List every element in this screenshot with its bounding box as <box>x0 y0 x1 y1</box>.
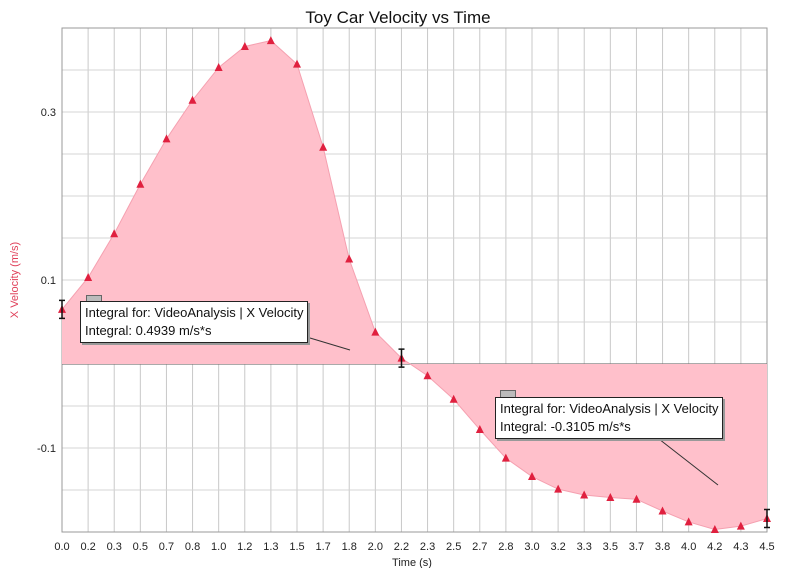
x-tick-label: 2.7 <box>472 541 487 553</box>
y-axis-ticks: -0.1 0.1 0.3 <box>37 107 56 455</box>
data-point <box>345 254 354 263</box>
callout-leader <box>649 431 719 486</box>
series-line <box>61 40 768 530</box>
x-tick-label: 4.5 <box>759 541 774 553</box>
data-point <box>136 179 145 188</box>
data-point <box>371 327 380 336</box>
integral-area <box>62 40 767 530</box>
x-tick-label: 3.8 <box>655 541 670 553</box>
data-point <box>658 506 667 515</box>
x-tick-label: 2.8 <box>498 541 513 553</box>
x-tick-label: 4.2 <box>707 541 722 553</box>
y-tick-label: -0.1 <box>37 443 56 455</box>
x-tick-label: 1.2 <box>237 541 252 553</box>
data-point <box>240 41 249 50</box>
x-axis-label: Time (s) <box>392 557 432 568</box>
x-tick-label: 0.3 <box>107 541 122 553</box>
data-point <box>188 95 197 104</box>
data-point <box>110 229 119 238</box>
x-tick-label: 1.5 <box>289 541 304 553</box>
data-point <box>162 134 171 143</box>
data-point <box>214 62 223 71</box>
data-point <box>293 59 301 68</box>
x-tick-label: 1.3 <box>263 541 278 553</box>
data-point <box>84 272 93 281</box>
callout-leaders <box>309 337 719 486</box>
plot-frame <box>61 27 768 533</box>
data-point <box>266 36 275 45</box>
callout-2-line2: Integral: -0.3105 m/s*s <box>500 419 631 434</box>
data-point <box>632 494 641 503</box>
x-tick-label: 3.0 <box>524 541 539 553</box>
y-axis-label: X Velocity (m/s) <box>9 242 21 318</box>
series-polyline <box>61 40 768 530</box>
data-point <box>684 517 693 526</box>
range-bracket <box>764 508 770 529</box>
x-tick-label: 0.2 <box>80 541 95 553</box>
callout-1-line2: Integral: 0.4939 m/s*s <box>85 323 212 338</box>
data-point <box>580 490 589 499</box>
data-point <box>606 493 615 502</box>
x-tick-label: 3.5 <box>603 541 618 553</box>
x-tick-label: 3.7 <box>629 541 644 553</box>
data-point <box>319 142 328 151</box>
chart-title: Toy Car Velocity vs Time <box>305 8 490 27</box>
x-tick-label: 1.8 <box>342 541 357 553</box>
data-point <box>475 425 484 434</box>
y-tick-label: 0.1 <box>41 275 56 287</box>
x-tick-label: 1.0 <box>211 541 226 553</box>
data-point <box>710 524 719 533</box>
data-point <box>528 472 536 481</box>
y-tick-label: 0.3 <box>41 107 56 119</box>
callout-1-line1: Integral for: VideoAnalysis | X Velocity <box>85 305 304 320</box>
x-tick-label: 2.2 <box>394 541 409 553</box>
x-tick-label: 2.5 <box>446 541 461 553</box>
integral-fill <box>62 40 767 530</box>
series-markers <box>58 36 771 533</box>
x-axis-ticks: 0.0 0.2 0.3 0.5 0.7 0.8 1.0 1.2 1.3 1.5 1.7 1.8 2.0 2… <box>54 541 774 553</box>
integral-callout-1[interactable]: Integral for: VideoAnalysis | X Velocity… <box>80 301 309 343</box>
x-tick-label: 0.5 <box>133 541 148 553</box>
x-tick-label: 1.7 <box>315 541 330 553</box>
x-tick-label: 2.0 <box>368 541 383 553</box>
range-bracket <box>59 299 65 320</box>
x-tick-label: 4.3 <box>733 541 748 553</box>
x-tick-label: 0.7 <box>159 541 174 553</box>
callout-leader <box>309 337 351 351</box>
integral-callout-2[interactable]: Integral for: VideoAnalysis | X Velocity… <box>495 397 724 439</box>
data-point <box>501 453 510 462</box>
x-tick-label: 4.0 <box>681 541 696 553</box>
x-tick-label: 0.8 <box>185 541 200 553</box>
data-point <box>449 394 458 403</box>
callout-2-line1: Integral for: VideoAnalysis | X Velocity <box>500 401 719 416</box>
x-tick-label: 3.2 <box>550 541 565 553</box>
range-bracket <box>398 348 405 368</box>
x-tick-label: 0.0 <box>54 541 69 553</box>
data-point <box>423 371 432 380</box>
integral-brackets[interactable] <box>59 299 770 529</box>
x-tick-label: 2.3 <box>420 541 435 553</box>
x-tick-label: 3.3 <box>577 541 592 553</box>
data-point <box>736 521 745 530</box>
data-point <box>554 484 563 493</box>
